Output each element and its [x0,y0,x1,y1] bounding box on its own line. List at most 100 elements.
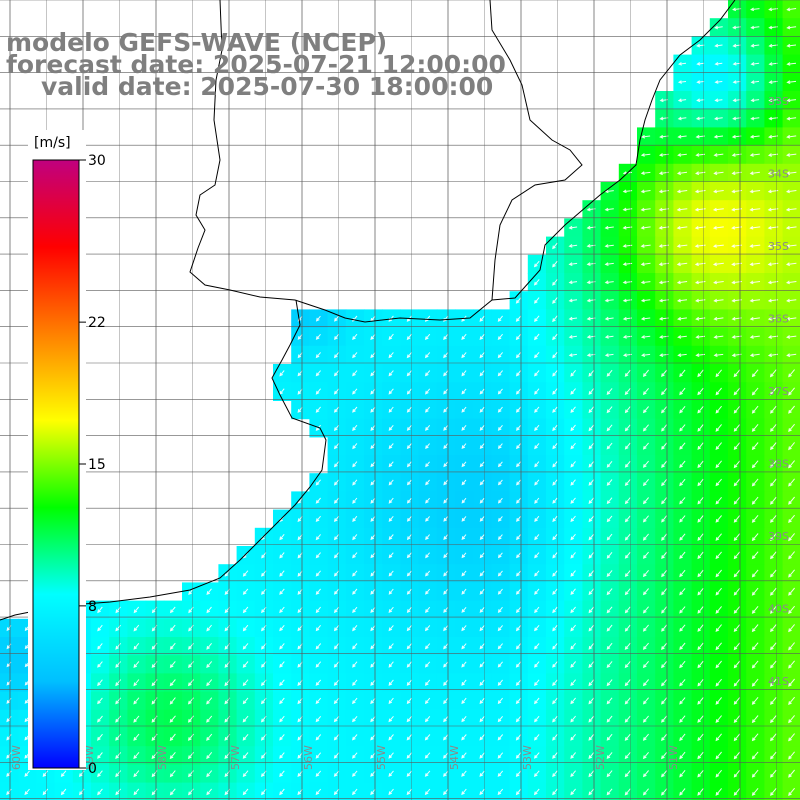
wind-arrow [661,442,668,450]
wind-arrow [425,552,430,559]
wind-arrow [679,624,686,632]
wind-arrow [768,80,778,84]
wind-arrow [497,715,503,723]
wind-arrow [767,225,779,230]
wind-arrow [533,788,540,796]
wind-arrow [60,788,67,796]
wind-arrow [516,479,522,486]
wind-arrow [333,770,340,777]
lon-label: 54W [448,745,461,770]
wind-arrow [515,661,522,668]
wind-arrow [406,333,412,341]
wind-arrow [333,515,340,523]
wind-arrow [624,751,631,760]
wind-arrow [552,315,558,323]
wind-arrow [333,552,340,559]
forecast-date: forecast date: 2025-07-21 12:00:00 [6,50,506,79]
wind-arrow [642,770,649,778]
wind-arrow [713,316,724,321]
wind-arrow [370,552,376,559]
wind-arrow [697,697,704,705]
wind-arrow [97,643,103,650]
wind-arrow [661,551,668,559]
wind-arrow [624,697,631,705]
wind-arrow [768,43,778,48]
wind-arrow [206,661,213,669]
wind-arrow [461,588,467,595]
wind-arrow [151,733,158,742]
wind-arrow [406,516,412,522]
wind-arrow [370,406,376,413]
wind-arrow [388,388,394,395]
wind-arrow [406,770,413,777]
wind-arrow [606,479,613,486]
wind-arrow [388,661,394,668]
wind-arrow [788,423,795,433]
wind-arrow [297,333,303,340]
wind-arrow [552,733,558,741]
wind-arrow [770,769,777,778]
wind-arrow [715,715,722,724]
wind-arrow [424,643,431,650]
wind-arrow [115,733,122,741]
lon-label: 56W [302,745,315,770]
wind-arrow [352,424,358,432]
wind-arrow [497,497,503,504]
wind-arrow [733,533,741,541]
wind-arrow [715,515,722,523]
wind-arrow [751,751,759,760]
wind-arrow [661,460,668,469]
wind-arrow [6,788,12,796]
wind-arrow [497,679,503,686]
wind-arrow [169,642,176,650]
wind-arrow [406,534,412,541]
wind-arrow [749,171,760,176]
wind-arrow [479,406,485,413]
wind-arrow [788,642,795,651]
wind-arrow [696,43,705,48]
wind-arrow [97,733,103,741]
wind-arrow [242,715,249,723]
wind-arrow [677,116,687,121]
wind-arrow [115,679,122,687]
wind-arrow [115,624,121,632]
wind-arrow [677,80,687,84]
wind-arrow [115,788,121,796]
wind-arrow [479,461,485,468]
wind-arrow [97,697,103,705]
wind-arrow [461,625,467,632]
wind-arrow [715,697,722,705]
wind-arrow [388,697,394,705]
wind-arrow [461,388,467,395]
wind-arrow [714,61,723,66]
wind-arrow [604,262,614,266]
wind-arrow [640,207,651,212]
wind-arrow [588,533,595,541]
wind-arrow [388,515,394,522]
wind-arrow [713,335,724,339]
wind-arrow [515,388,522,395]
wind-arrow [697,642,704,651]
wind-arrow [406,352,412,359]
wind-arrow [279,624,285,632]
lon-label: 55W [375,745,388,770]
wind-arrow [785,280,797,285]
wind-arrow [733,788,741,796]
wind-arrow [697,405,704,414]
wind-arrow [731,207,743,212]
wind-arrow [370,770,376,777]
wind-arrow [570,661,576,668]
wind-arrow [515,770,522,778]
wind-arrow [606,551,613,559]
wind-arrow [695,171,706,176]
wind-arrow [443,443,449,449]
wind-arrow [497,570,503,577]
wind-arrow [642,788,649,796]
wind-arrow [333,624,340,632]
wind-arrow [443,424,449,431]
wind-arrow [425,497,430,504]
wind-arrow [443,352,449,359]
wind-arrow [570,770,576,778]
wind-arrow [624,424,631,432]
wind-arrow [788,405,795,414]
